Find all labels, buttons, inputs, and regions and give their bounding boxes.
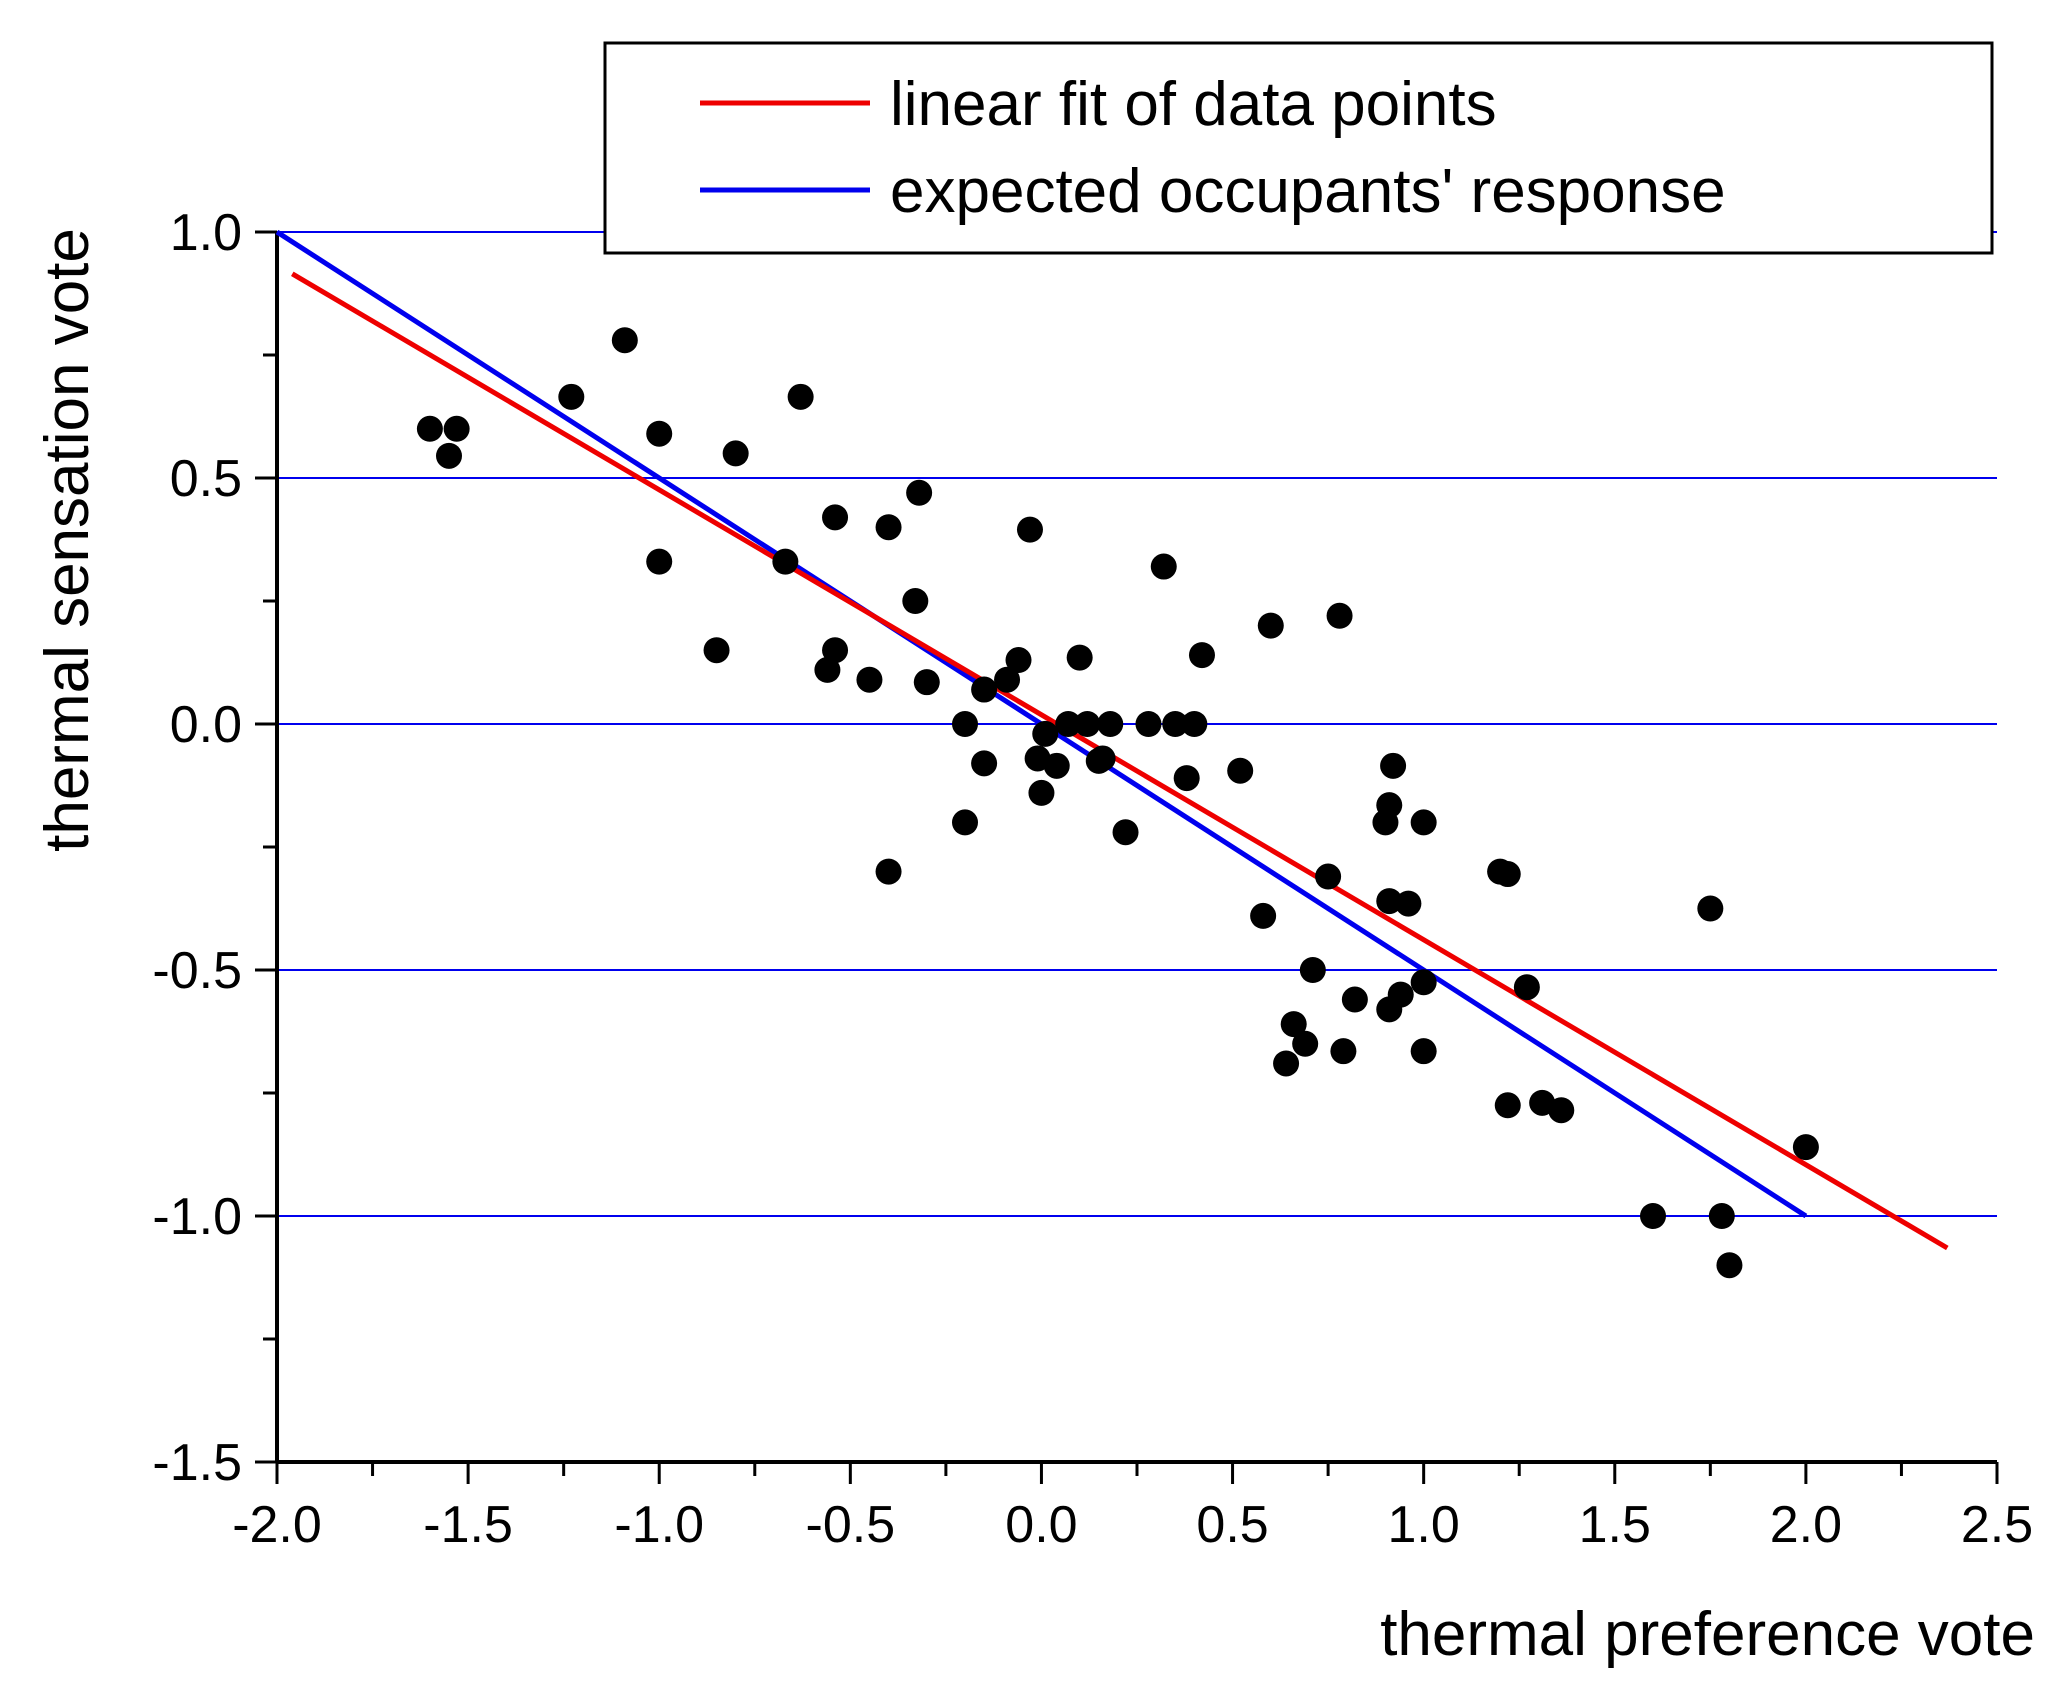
data-point <box>1292 1030 1319 1057</box>
y-ticks: 1.0 0.5 0.0 -0.5 -1.0 -1.5 <box>152 204 277 1492</box>
y-tick-label: -0.5 <box>152 942 242 1000</box>
data-point <box>971 676 998 703</box>
legend-label-expected-response: expected occupants' response <box>890 157 1726 226</box>
axes: -2.0 -1.5 -1.0 -0.5 0.0 0.5 1.0 1.5 2.0 2.5 1.00.… <box>152 204 2033 1554</box>
data-point <box>703 637 730 664</box>
data-point <box>1188 642 1215 669</box>
data-point <box>1395 890 1422 917</box>
data-point <box>913 669 940 696</box>
data-point <box>1548 1097 1575 1124</box>
data-point <box>1066 644 1093 671</box>
data-point <box>416 415 443 442</box>
data-point <box>822 637 849 664</box>
data-point <box>1227 757 1254 784</box>
data-point <box>1032 720 1059 747</box>
data-point <box>646 548 673 575</box>
data-point <box>558 383 585 410</box>
data-points <box>416 327 1819 1279</box>
data-point <box>1410 969 1437 996</box>
x-tick-label: 1.5 <box>1579 1496 1651 1554</box>
x-tick-label: -2.0 <box>232 1496 322 1554</box>
data-point <box>1299 957 1326 983</box>
fit-lines <box>275 229 1949 1251</box>
y-tick-label: -1.5 <box>152 1434 242 1492</box>
legend-label-linear-fit: linear fit of data points <box>890 70 1497 139</box>
data-point <box>971 750 998 777</box>
data-point <box>822 504 849 531</box>
data-point <box>1016 516 1043 543</box>
data-point <box>1716 1252 1743 1279</box>
x-tick-label: 0.5 <box>1196 1496 1268 1554</box>
data-point <box>952 809 978 836</box>
data-point <box>1387 981 1414 1008</box>
x-tick-label: -1.0 <box>614 1496 704 1554</box>
data-point <box>787 383 814 410</box>
x-tick-label: -0.5 <box>806 1496 896 1554</box>
data-point <box>1341 986 1368 1013</box>
x-axis-title: thermal preference vote <box>1380 1600 2035 1669</box>
y-tick-label: 1.0 <box>170 204 242 262</box>
data-point <box>1005 647 1032 674</box>
data-point <box>1513 974 1540 1001</box>
data-point <box>994 666 1021 693</box>
data-point <box>906 479 933 506</box>
data-point <box>902 588 929 614</box>
data-point <box>1273 1050 1300 1077</box>
x-tick-label: 0.0 <box>1005 1496 1077 1554</box>
x-tick-label: -1.5 <box>423 1496 513 1554</box>
data-point <box>1112 819 1139 846</box>
y-tick-label: -1.0 <box>152 1188 242 1246</box>
data-point <box>722 440 749 467</box>
data-point <box>1376 888 1403 915</box>
x-tick-label: 2.0 <box>1770 1496 1842 1554</box>
data-point <box>1074 711 1101 737</box>
data-point <box>814 656 841 683</box>
y-tick-label: 0.0 <box>170 696 242 754</box>
data-point <box>1097 711 1124 737</box>
data-point <box>1494 861 1521 888</box>
data-point <box>1257 612 1284 639</box>
x-tick-label: 1.0 <box>1388 1496 1460 1554</box>
data-point <box>1173 765 1200 792</box>
data-point <box>1792 1134 1819 1161</box>
data-point <box>611 327 638 354</box>
data-point <box>1380 752 1407 779</box>
data-point <box>1697 895 1724 922</box>
linear-fit-line <box>291 271 1949 1251</box>
legend-box <box>603 41 1994 255</box>
data-point <box>646 420 673 447</box>
data-point <box>1181 711 1208 737</box>
data-point <box>1326 602 1353 629</box>
data-point <box>1150 553 1177 580</box>
data-point <box>1330 1038 1357 1065</box>
legend: linear fit of data points expected occup… <box>603 41 1994 255</box>
x-ticks: -2.0 -1.5 -1.0 -0.5 0.0 0.5 1.0 1.5 2.0 2.5 <box>232 1462 2033 1554</box>
data-point <box>1162 711 1189 737</box>
data-point <box>1708 1203 1735 1229</box>
data-point <box>1410 809 1437 836</box>
y-tick-label: 0.5 <box>170 450 242 508</box>
data-point <box>1494 1092 1521 1119</box>
data-point <box>952 711 978 737</box>
data-point <box>1376 792 1403 819</box>
data-point <box>875 514 902 541</box>
data-point <box>1089 745 1116 772</box>
x-tick-label: 2.5 <box>1961 1496 2033 1554</box>
data-point <box>1055 711 1082 737</box>
data-point <box>772 548 799 575</box>
data-point <box>875 858 902 885</box>
data-point <box>443 415 470 442</box>
data-point <box>1280 1011 1307 1038</box>
data-point <box>1315 863 1342 890</box>
data-point <box>1043 752 1070 779</box>
data-point <box>1135 711 1162 737</box>
data-point <box>856 666 883 693</box>
data-point <box>1250 902 1277 929</box>
data-point <box>1640 1203 1666 1229</box>
data-point <box>436 442 462 469</box>
y-axis-title: thermal sensation vote <box>33 228 102 852</box>
data-point <box>1028 779 1055 806</box>
data-point <box>1410 1038 1437 1065</box>
